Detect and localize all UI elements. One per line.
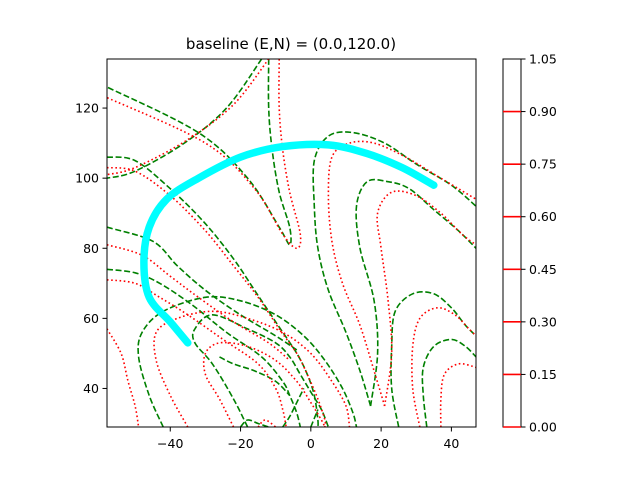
- colorbar-tick-label: 1.05: [529, 52, 557, 67]
- colorbar-level-lines: [503, 110, 521, 428]
- dotted-contour-line-7: [107, 328, 140, 427]
- chart-title: baseline (E,N) = (0.0,120.0): [186, 35, 396, 53]
- x-tick-label: −20: [227, 436, 253, 451]
- dashed-contour-line-3: [107, 268, 302, 427]
- track-line-0: [140, 140, 438, 347]
- dotted-contour-line-12: [107, 59, 270, 176]
- dotted-contour-line-8: [327, 140, 476, 407]
- dashed-contour-line-2: [107, 226, 298, 351]
- y-axis: 40 60 80 100 120: [75, 101, 107, 396]
- y-tick-label: 120: [75, 101, 99, 116]
- y-tick-label: 80: [83, 241, 99, 256]
- colorbar-tick-label: 0.75: [529, 157, 557, 172]
- contour-plot-area: [107, 59, 476, 427]
- dotted-contour-line-10: [411, 306, 476, 427]
- dotted-contour-line-11: [439, 362, 476, 427]
- x-tick-label: 20: [373, 436, 389, 451]
- dotted-contour-line-9: [376, 190, 476, 407]
- dashed-contour-line-14: [107, 59, 263, 179]
- colorbar-tick-label: 0.00: [529, 420, 557, 435]
- dashed-contour-line-1: [107, 156, 319, 427]
- y-tick-label: 100: [75, 171, 99, 186]
- colorbar: 0.00 0.15 0.30 0.45 0.60 0.75 0.90 1.05: [502, 52, 557, 435]
- dotted-contour-line-4: [153, 310, 351, 427]
- colorbar-frame: [502, 58, 522, 428]
- dashed-contour-line-0: [107, 59, 292, 246]
- y-tick-label: 60: [83, 311, 99, 326]
- colorbar-tick-label: 0.45: [529, 262, 557, 277]
- dashed-contour-line-10: [355, 178, 476, 407]
- colorbar-tick-label: 0.60: [529, 209, 557, 224]
- dashed-contour-line-6: [239, 419, 269, 427]
- dotted-contour-line-3: [107, 279, 287, 427]
- colorbar-ticks: 0.00 0.15 0.30 0.45 0.60 0.75 0.90 1.05: [521, 52, 557, 435]
- plot-frame: [106, 58, 477, 428]
- dashed-contour-line-13: [282, 388, 305, 427]
- x-tick-label: 0: [307, 436, 315, 451]
- dashed-contour-line-7: [310, 409, 319, 427]
- y-tick-label: 40: [83, 381, 99, 396]
- dashed-contour-line-8: [219, 356, 291, 397]
- x-tick-label: −40: [157, 436, 183, 451]
- colorbar-tick-label: 0.90: [529, 104, 557, 119]
- colorbar-tick-label: 0.15: [529, 367, 557, 382]
- dashed-contour-line-12: [421, 338, 476, 427]
- dashed-contour-line-5: [137, 295, 358, 427]
- dashed-contour-line-11: [390, 291, 476, 427]
- dotted-contour-line-0: [107, 59, 302, 250]
- dotted-contour-line-1: [107, 166, 327, 427]
- colorbar-tick-label: 0.30: [529, 314, 557, 329]
- dashed-contour-line-4: [191, 314, 330, 427]
- x-axis: −40 −20 0 20 40: [157, 427, 459, 451]
- x-tick-label: 40: [443, 436, 459, 451]
- dashed-contour-line-9: [312, 131, 476, 407]
